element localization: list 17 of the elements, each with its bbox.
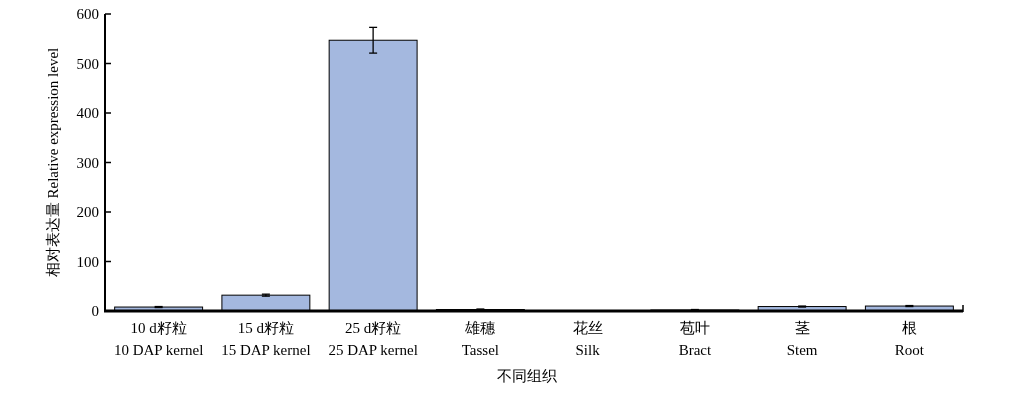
- y-tick-label: 500: [76, 55, 99, 72]
- x-tick-label: 茎 Stem: [786, 320, 818, 358]
- x-axis-title: 不同组织: [497, 368, 557, 384]
- x-tick-label: 根 Root: [894, 320, 925, 358]
- x-tick-label: 10 d籽粒 10 DAP kernel: [113, 320, 204, 358]
- y-axis-title: 相对表达量 Relative expression level: [45, 47, 61, 278]
- x-tick-label: 雄穗 Tassel: [461, 320, 500, 358]
- x-tick-label: 苞叶 Bract: [678, 320, 712, 358]
- x-tick-label: 25 d籽粒 25 DAP kernel: [328, 320, 418, 358]
- x-tick-label: 花丝 Silk: [572, 320, 603, 358]
- y-tick-label: 0: [91, 303, 99, 319]
- y-tick-label: 100: [76, 253, 99, 270]
- x-tick-label: 15 d籽粒 15 DAP kernel: [221, 320, 311, 358]
- y-tick-label: 200: [76, 204, 99, 220]
- y-tick-label: 300: [76, 154, 99, 171]
- y-tick-label: 600: [76, 6, 99, 22]
- y-tick-label: 400: [76, 105, 99, 121]
